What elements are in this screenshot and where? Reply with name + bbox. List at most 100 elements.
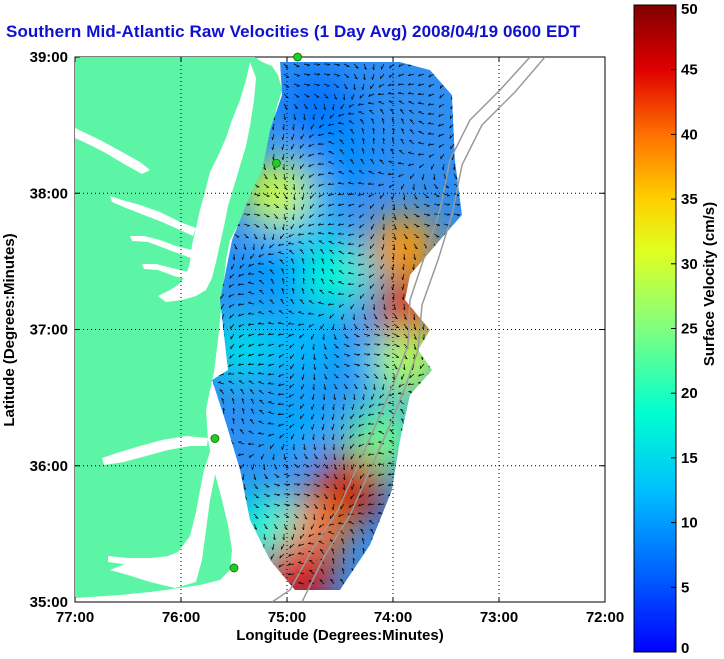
velocity-vector-head (330, 258, 334, 261)
velocity-vector-head (228, 284, 231, 288)
velocity-vector-head (278, 354, 281, 358)
velocity-vector-head (401, 128, 405, 131)
velocity-vector (413, 323, 417, 330)
velocity-vector-head (355, 67, 359, 69)
velocity-vector (378, 452, 385, 455)
velocity-vector-head (279, 555, 281, 559)
velocity-vector-head (333, 497, 336, 501)
velocity-vector-head (325, 467, 329, 469)
grid-lines (75, 57, 605, 602)
velocity-vector (453, 213, 460, 216)
velocity-vector-head (391, 276, 393, 280)
velocity-vector-head (258, 311, 262, 313)
y-tick-label: 39:00 (30, 49, 68, 66)
velocity-vector-head (329, 279, 333, 282)
velocity-vector-head (333, 457, 336, 461)
velocity-vector (268, 411, 275, 415)
velocity-vector-head (314, 457, 318, 460)
velocity-vector-head (312, 437, 315, 441)
velocity-vector-head (377, 343, 381, 346)
velocity-vector (252, 463, 255, 470)
velocity-vector (341, 413, 345, 420)
velocity-vector (320, 278, 325, 285)
velocity-vector-head (327, 222, 331, 226)
colorbar-tick-label: 40 (681, 126, 698, 143)
velocity-vector (279, 433, 285, 439)
velocity-vector-head (397, 82, 401, 86)
velocity-vector (382, 383, 385, 390)
velocity-vector (322, 413, 325, 420)
velocity-vector (333, 493, 337, 500)
velocity-vector (338, 203, 345, 207)
velocity-vector (403, 243, 407, 250)
colorbar-tick-label: 35 (681, 191, 698, 208)
velocity-vector-head (413, 257, 416, 261)
velocity-vector-head (239, 465, 242, 469)
velocity-vector (378, 403, 385, 406)
velocity-vector (300, 403, 305, 409)
velocity-vector-head (390, 148, 394, 151)
velocity-vector (289, 423, 295, 429)
velocity-vector-head (290, 298, 294, 301)
velocity-vector-head (322, 337, 325, 341)
velocity-vector (293, 193, 296, 200)
velocity-vector (302, 193, 305, 200)
velocity-vector (238, 303, 245, 306)
velocity-vector-head (292, 277, 296, 281)
velocity-vector (438, 143, 445, 148)
velocity-vector (330, 268, 335, 275)
velocity-vector (328, 213, 335, 217)
velocity-vector-head (314, 107, 318, 110)
velocity-vector (283, 183, 288, 190)
velocity-vector-head (252, 247, 255, 251)
velocity-vector-head (400, 138, 404, 141)
velocity-vector (379, 193, 385, 199)
velocity-vector (453, 193, 460, 196)
velocity-vector (238, 273, 245, 277)
velocity-vector-head (351, 538, 355, 541)
velocity-vector-head (367, 502, 371, 506)
velocity-vector (288, 333, 295, 337)
velocity-vector (270, 443, 275, 449)
velocity-vector-head (321, 268, 325, 271)
velocity-vector (363, 333, 370, 336)
velocity-vector-head (372, 127, 376, 131)
velocity-vector-head (381, 206, 383, 210)
velocity-vector-head (278, 251, 282, 253)
velocity-vector-head (277, 402, 281, 405)
velocity-vector (393, 363, 398, 370)
velocity-vector-head (298, 581, 302, 584)
velocity-vector-head (323, 107, 326, 111)
velocity-vector (383, 313, 388, 319)
velocity-vector (361, 148, 365, 155)
velocity-vector (312, 268, 315, 275)
velocity-vector-head (327, 302, 331, 306)
velocity-vector-head (281, 136, 284, 140)
velocity-vector-head (391, 266, 393, 270)
velocity-vector-head (331, 327, 334, 331)
velocity-vector (412, 363, 415, 370)
velocity-vector (300, 163, 305, 169)
velocity-vector-head (334, 387, 338, 390)
velocity-vector-head (301, 436, 304, 441)
velocity-vector (221, 398, 225, 405)
velocity-vector (242, 253, 245, 260)
velocity-vector-head (351, 486, 353, 490)
velocity-vector-head (371, 118, 375, 121)
velocity-vector (348, 223, 355, 227)
velocity-vector (331, 568, 335, 575)
velocity-vector-head (332, 447, 335, 451)
velocity-vector-head (278, 564, 281, 568)
velocity-vector (318, 302, 325, 305)
velocity-vector-head (317, 142, 321, 145)
velocity-vector-head (328, 203, 331, 207)
velocity-vector (281, 288, 285, 295)
velocity-vector (388, 83, 395, 87)
velocity-vector (338, 122, 345, 125)
colorbar (633, 4, 677, 653)
velocity-vector-head (391, 286, 393, 290)
velocity-vector-head (290, 258, 294, 261)
velocity-vector (359, 293, 365, 299)
velocity-vector (342, 443, 345, 450)
velocity-vector-head (361, 86, 364, 90)
